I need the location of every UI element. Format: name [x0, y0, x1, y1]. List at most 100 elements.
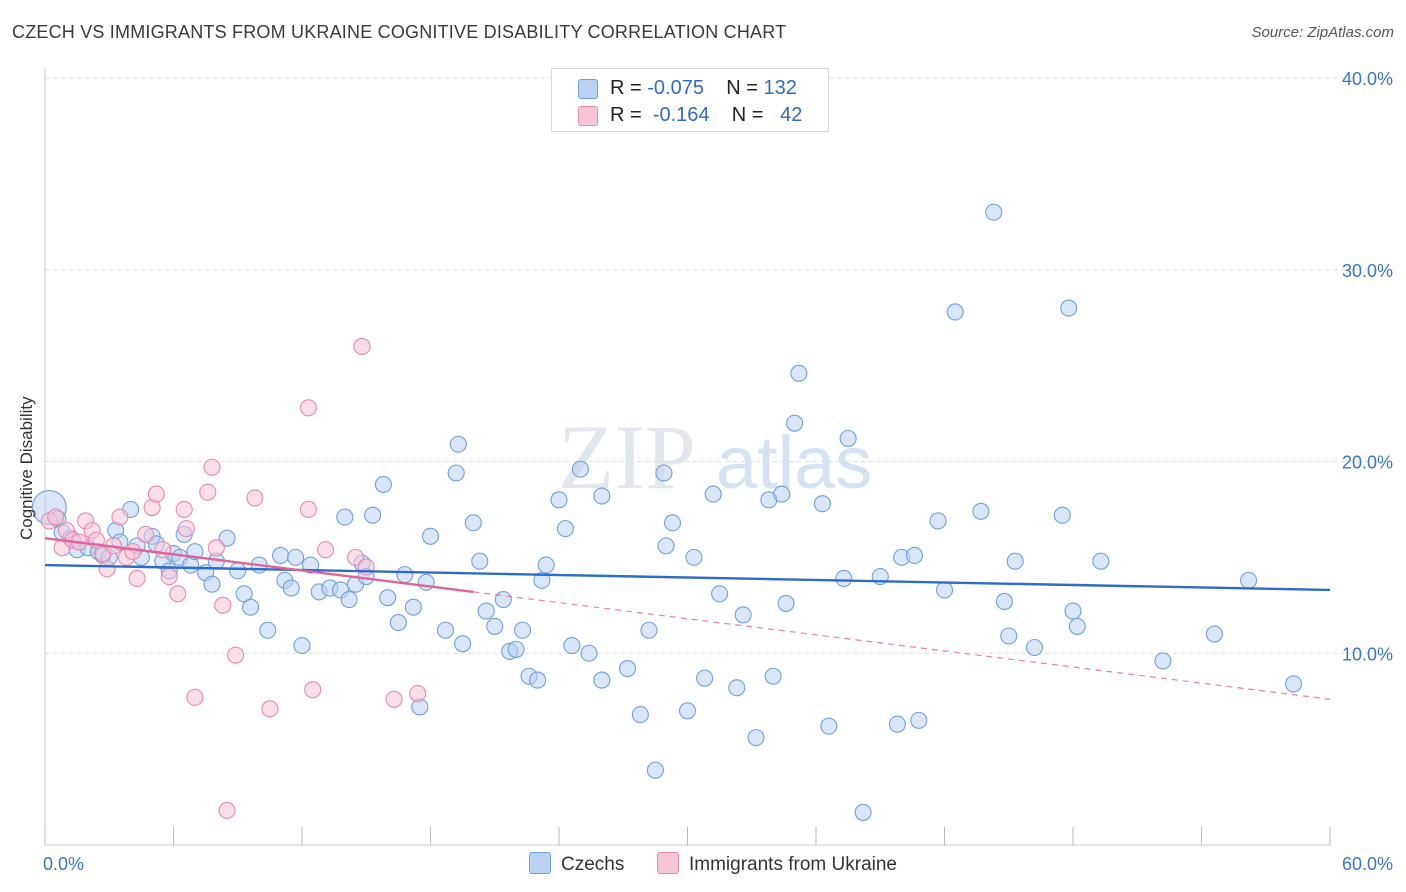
- ukraine-point: [299, 399, 317, 417]
- czechs-point: [813, 495, 831, 513]
- ukraine-point: [299, 500, 317, 518]
- ukraine-point: [154, 541, 172, 559]
- ukraine-point: [261, 700, 279, 718]
- data-points: [31, 203, 1303, 821]
- ukraine-point: [47, 508, 65, 526]
- czechs-point: [486, 617, 504, 635]
- czechs-point: [436, 621, 455, 639]
- czechs-point: [447, 464, 465, 482]
- czechs-point: [471, 552, 489, 570]
- y-tick-label: 30.0%: [1342, 261, 1393, 281]
- czechs-point: [1154, 652, 1172, 670]
- ukraine-point: [246, 489, 264, 507]
- axes: [44, 68, 1331, 846]
- czechs-point: [293, 637, 311, 655]
- r-label: R =: [610, 104, 642, 126]
- czechs-point: [972, 502, 990, 520]
- czechs-point: [657, 537, 675, 555]
- czechs-point: [946, 303, 964, 321]
- ukraine-point: [203, 458, 221, 476]
- czechs-point: [449, 435, 467, 453]
- legend-item-czechs[interactable]: Czechs: [529, 852, 624, 876]
- ukraine-point: [409, 684, 427, 703]
- czechs-point: [218, 529, 236, 547]
- czechs-point: [1053, 506, 1071, 524]
- ukraine-point: [207, 539, 225, 557]
- czechs-point: [728, 679, 746, 697]
- ukraine-point: [218, 801, 236, 820]
- czechs-point: [685, 548, 703, 566]
- czechs-point: [396, 566, 414, 584]
- czechs-point: [593, 487, 611, 505]
- czechs-point: [888, 715, 906, 733]
- czechs-point: [1000, 627, 1018, 645]
- czechs-legend-label: Czechs: [561, 854, 625, 875]
- czechs-point: [854, 803, 872, 821]
- ukraine-point: [98, 560, 116, 578]
- czechs-point: [379, 589, 397, 607]
- ukraine-trend-line-extension: [473, 591, 1331, 700]
- czechs-point: [229, 562, 247, 580]
- ukraine-point: [227, 646, 245, 664]
- czechs-point: [272, 546, 290, 565]
- ukraine-n-value: 42: [780, 104, 803, 126]
- czechs-point: [631, 706, 649, 724]
- czechs-point: [1064, 602, 1082, 620]
- czechs-point: [563, 637, 581, 655]
- ukraine-point: [353, 337, 371, 356]
- czechs-point: [514, 621, 532, 639]
- czechs-point: [537, 556, 555, 574]
- ukraine-point: [169, 585, 187, 603]
- czechs-point: [711, 585, 729, 603]
- czechs-point: [646, 761, 664, 779]
- tick-labels: 10.0% 20.0% 30.0% 40.0% 0.0% 60.0%: [43, 69, 1393, 874]
- ukraine-point: [128, 569, 146, 588]
- czechs-point: [494, 591, 512, 609]
- czechs-point: [529, 671, 547, 689]
- czechs-point: [835, 569, 853, 588]
- czechs-point: [593, 671, 611, 689]
- gridlines: [45, 77, 1392, 654]
- y-axis-title: Cognitive Disability: [17, 396, 36, 540]
- legend-item-ukraine[interactable]: Immigrants from Ukraine: [657, 852, 897, 876]
- czechs-point: [287, 548, 305, 566]
- czechs-point: [417, 573, 435, 591]
- czechs-legend-swatch: [529, 852, 551, 874]
- czechs-point: [985, 203, 1003, 221]
- ukraine-point: [160, 567, 178, 586]
- czechs-point: [820, 717, 838, 735]
- ukraine-point: [147, 485, 165, 503]
- czechs-point: [1060, 299, 1078, 317]
- ukraine-legend-label: Immigrants from Ukraine: [689, 854, 897, 875]
- czechs-point: [1240, 571, 1258, 589]
- ukraine-r-value: -0.164: [652, 104, 710, 126]
- czechs-point: [464, 514, 482, 532]
- correlation-legend: R = -0.075 N = 132 R = -0.164 N = 42: [551, 68, 829, 132]
- y-tick-label: 40.0%: [1342, 69, 1393, 89]
- czechs-point: [764, 667, 782, 685]
- czechs-point: [507, 640, 525, 658]
- ukraine-legend-swatch: [657, 852, 679, 874]
- czechs-point: [910, 711, 928, 729]
- czechs-point: [203, 575, 221, 593]
- czechs-point: [618, 660, 637, 678]
- czechs-point: [580, 644, 598, 662]
- czechs-point: [929, 512, 947, 530]
- ukraine-point: [199, 483, 217, 501]
- ukraine-point: [186, 688, 204, 706]
- source-label: Source: ZipAtlas.com: [1251, 24, 1394, 41]
- czechs-point: [734, 606, 752, 624]
- ukraine-point: [214, 596, 232, 614]
- ukraine-point: [177, 520, 195, 538]
- trend-lines: [44, 537, 1331, 700]
- x-tick-label: 60.0%: [1342, 854, 1393, 874]
- ukraine-point: [124, 543, 142, 561]
- czechs-point: [747, 729, 765, 747]
- ukraine-point: [346, 548, 365, 566]
- ukraine-point: [304, 681, 322, 699]
- ukraine-point: [317, 541, 335, 559]
- czechs-point: [336, 508, 354, 526]
- czechs-point: [678, 702, 697, 720]
- czechs-point: [454, 635, 472, 653]
